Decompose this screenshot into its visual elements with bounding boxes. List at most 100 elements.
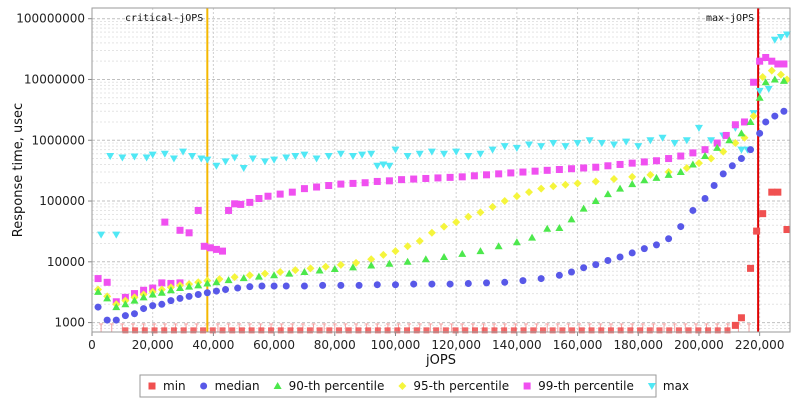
data-point (246, 198, 254, 206)
data-point (762, 53, 770, 61)
data-point (112, 316, 120, 324)
x-tick-label: 40,000 (192, 338, 234, 352)
data-point (336, 260, 345, 269)
data-point (722, 131, 730, 139)
data-point (764, 85, 773, 93)
data-point (495, 170, 503, 178)
data-point (312, 155, 321, 163)
data-point (464, 153, 473, 161)
data-point (609, 141, 618, 149)
data-point (731, 139, 740, 148)
data-point (756, 57, 764, 65)
data-point (549, 182, 558, 191)
data-point (561, 143, 570, 151)
data-point (231, 200, 239, 208)
data-point (512, 192, 521, 201)
data-point (212, 278, 221, 286)
legend-item: 99-th percentile (523, 379, 634, 393)
data-point (398, 176, 406, 184)
data-point (500, 143, 509, 151)
min-floor-point (627, 327, 634, 334)
x-tick-label: 100,000 (371, 338, 421, 352)
data-point (719, 170, 727, 178)
data-point (276, 267, 285, 276)
data-point (285, 269, 294, 277)
data-point (677, 223, 685, 231)
data-point (385, 177, 393, 185)
data-point (501, 278, 509, 286)
min-floor-point (598, 327, 605, 334)
data-point (337, 180, 345, 188)
data-point (694, 159, 703, 168)
data-point (348, 153, 357, 161)
min-floor-point (238, 327, 245, 334)
data-point (185, 282, 194, 290)
min-floor-point (161, 327, 168, 334)
min-floor-point (501, 327, 508, 334)
data-point (300, 282, 308, 290)
data-point (628, 249, 636, 257)
data-point (358, 151, 367, 159)
min-floor-point (306, 327, 313, 334)
data-point (746, 117, 755, 125)
min-floor-point (365, 327, 372, 334)
data-point (385, 259, 394, 267)
data-point (701, 195, 709, 203)
data-point (652, 157, 660, 165)
data-point (403, 153, 412, 161)
data-point (458, 249, 467, 257)
data-point (403, 257, 412, 265)
data-point (525, 188, 534, 197)
data-point (260, 158, 269, 166)
data-point (682, 137, 691, 145)
data-point (373, 281, 381, 289)
data-point (780, 107, 788, 115)
data-point (512, 238, 521, 246)
data-point (770, 36, 779, 44)
data-point (512, 144, 521, 152)
data-point (579, 204, 588, 212)
y-tick-label: 100000 (39, 194, 85, 208)
data-point (604, 162, 612, 170)
min-floor-point (510, 327, 517, 334)
data-point (157, 288, 166, 296)
x-tick-label: 60,000 (253, 338, 295, 352)
data-point (580, 164, 588, 172)
data-point (628, 159, 636, 167)
data-point (519, 277, 527, 285)
legend-item: 90-th percentile (273, 379, 384, 393)
legend-label: 95-th percentile (413, 379, 509, 393)
data-point (415, 236, 424, 245)
data-point (94, 287, 103, 295)
min-floor-point (530, 327, 537, 334)
min-floor-point (705, 327, 712, 334)
min-floor-point (345, 327, 352, 334)
data-point (313, 183, 321, 191)
data-point (747, 264, 755, 272)
data-point (776, 70, 785, 79)
data-point (176, 284, 185, 292)
min-floor-point (122, 327, 129, 334)
data-point (537, 275, 545, 283)
data-point (494, 242, 503, 250)
data-point (779, 76, 788, 84)
axes: 1000 10000 100000 1000000 10000000 100000000 0… (16, 7, 791, 352)
min-floor-point (200, 327, 207, 334)
data-point (373, 162, 382, 170)
data-point (646, 170, 655, 179)
legend-swatch (398, 382, 407, 390)
min-floor-point (326, 327, 333, 334)
marker-label: max-jOPS (706, 13, 754, 24)
data-point (665, 235, 673, 243)
y-tick-label: 1000 (54, 316, 85, 330)
series-median (94, 107, 788, 324)
data-point (140, 286, 148, 294)
data-point (616, 184, 625, 192)
data-point (403, 242, 412, 251)
data-point (488, 202, 497, 211)
min-floor-point (675, 327, 682, 334)
min-floor-point (229, 327, 236, 334)
data-point (682, 163, 691, 172)
